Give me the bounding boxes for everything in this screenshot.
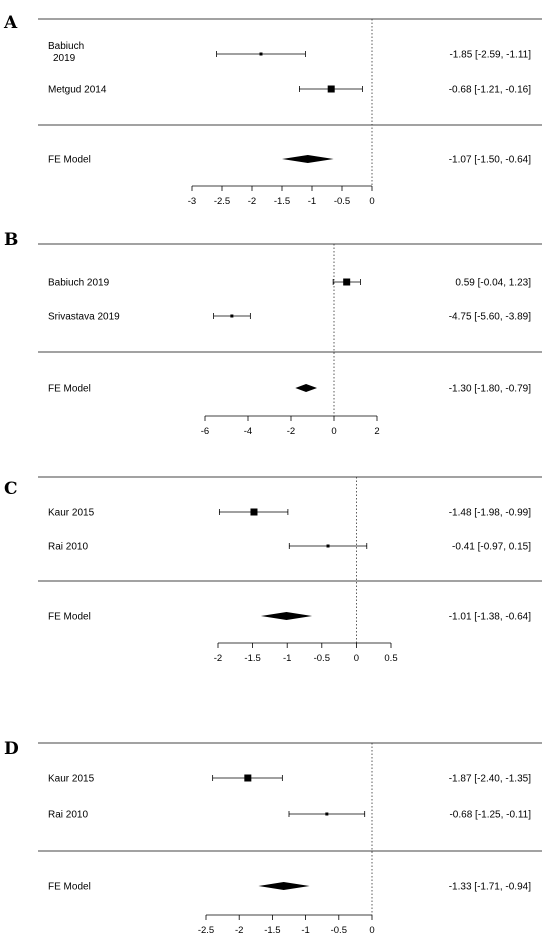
summary-diamond [282,155,334,163]
study-ci-text: -1.48 [-1.98, -0.99] [449,508,531,519]
summary-ci-text: -1.30 [-1.80, -0.79] [449,384,531,395]
study-label: Babiuch 2019 [48,41,84,64]
study-estimate-square [327,85,335,93]
study-estimate-square [343,278,351,286]
study-label: Babiuch 2019 [48,278,110,289]
x-tick-label: 0 [331,426,336,437]
forest-panel-d: D Kaur 2015 -1.87 [-2.40, -1.35] Rai 2010 -0… [4,739,542,936]
study-ci-text: -1.87 [-2.40, -1.35] [449,774,531,785]
x-tick-label: -0.5 [331,925,347,936]
study-estimate-square [259,52,263,56]
study-estimate-square [326,544,330,548]
study-label: Rai 2010 [48,810,88,821]
x-tick-label: -0.5 [334,196,350,207]
study-estimate-square [244,774,252,782]
x-tick-label: -1.5 [264,925,280,936]
panel-letter: B [4,230,18,250]
study-label: Kaur 2015 [48,774,95,785]
study-ci-text: -4.75 [-5.60, -3.89] [449,312,531,323]
x-tick-label: -1 [301,925,309,936]
study-estimate-square [250,508,258,516]
x-tick-label: -2 [214,653,222,664]
x-tick-label: -2 [248,196,256,207]
x-tick-label: -4 [244,426,252,437]
study-label: Metgud 2014 [48,85,107,96]
study-label: Kaur 2015 [48,508,95,519]
study-label: Srivastava 2019 [48,312,120,323]
x-tick-label: -1 [308,196,316,207]
study-ci-text: -1.85 [-2.59, -1.11] [449,50,531,61]
summary-ci-text: -1.07 [-1.50, -0.64] [449,155,531,166]
panel-letter: A [3,13,18,33]
x-tick-label: 2 [374,426,379,437]
forest-panel-c: C Kaur 2015 -1.48 [-1.98, -0.99] Rai 2010 -0… [4,476,542,664]
summary-diamond [258,882,310,890]
summary-diamond [295,384,318,392]
forest-panel-b: B Babiuch 2019 0.59 [-0.04, 1.23] Srivastav… [4,230,542,437]
x-tick-label: 0.5 [384,653,397,664]
x-tick-label: -6 [201,426,209,437]
x-tick-label: 0 [369,925,374,936]
x-tick-label: -0.5 [314,653,330,664]
summary-label: FE Model [48,882,91,893]
summary-diamond [260,612,313,620]
x-tick-label: -1.5 [274,196,290,207]
summary-ci-text: -1.33 [-1.71, -0.94] [449,882,531,893]
x-tick-label: -3 [188,196,196,207]
x-tick-label: -1.5 [244,653,260,664]
summary-label: FE Model [48,384,91,395]
x-tick-label: -1 [283,653,291,664]
study-estimate-square [230,314,234,318]
summary-label: FE Model [48,612,91,623]
forest-panel-a: A Babiuch 2019 -1.85 [-2.59, -1.11] Metgud 2… [3,13,542,207]
x-tick-label: 0 [354,653,359,664]
study-ci-text: -0.41 [-0.97, 0.15] [452,542,531,553]
study-ci-text: -0.68 [-1.25, -0.11] [449,810,531,821]
x-tick-label: 0 [369,196,374,207]
panel-letter: D [4,739,19,759]
summary-ci-text: -1.01 [-1.38, -0.64] [449,612,531,623]
panel-letter: C [4,479,18,499]
x-tick-label: -2 [235,925,243,936]
x-tick-label: -2.5 [214,196,230,207]
summary-label: FE Model [48,155,91,166]
study-ci-text: 0.59 [-0.04, 1.23] [455,278,531,289]
x-tick-label: -2 [287,426,295,437]
study-ci-text: -0.68 [-1.21, -0.16] [449,85,531,96]
x-tick-label: -2.5 [198,925,214,936]
study-estimate-square [325,812,329,816]
study-label: Rai 2010 [48,542,88,553]
